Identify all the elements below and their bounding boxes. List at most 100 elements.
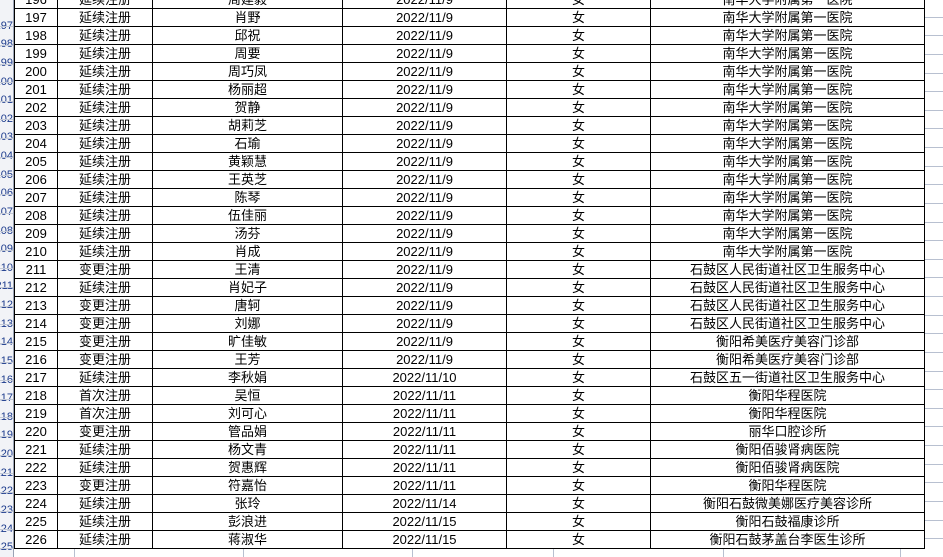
cell-registration-type[interactable]: 延续注册 [57,206,153,225]
table-row[interactable]: 209 延续注册 汤芬 2022/11/9 女南华大学附属第一医院 [14,224,925,243]
cell-person-name[interactable]: 周建毅 [152,0,343,9]
cell-person-name[interactable]: 肖成 [152,242,343,261]
cell-serial[interactable]: 213 [14,296,58,315]
cell-registration-date[interactable]: 2022/11/9 [342,0,507,9]
cell-institution[interactable]: 石鼓区人民街道社区卫生服务中心 [650,314,925,333]
row-header-gutter[interactable]: 1971981992002012022032042052062072082092… [0,0,14,557]
cell-registration-date[interactable]: 2022/11/9 [342,116,507,135]
cell-institution[interactable]: 衡阳佰骏肾病医院 [650,458,925,477]
cell-registration-date[interactable]: 2022/11/9 [342,332,507,351]
cell-registration-type[interactable]: 延续注册 [57,170,153,189]
cell-institution[interactable]: 石鼓区人民街道社区卫生服务中心 [650,296,925,315]
cell-person-name[interactable]: 唐轲 [152,296,343,315]
cell-institution[interactable]: 南华大学附属第一医院 [650,206,925,225]
cell-gender[interactable]: 女 [506,224,651,243]
cell-registration-date[interactable]: 2022/11/9 [342,26,507,45]
cell-serial[interactable]: 203 [14,116,58,135]
cell-person-name[interactable]: 石瑜 [152,134,343,153]
row-header-number[interactable]: 214 [0,333,13,351]
cell-registration-date[interactable]: 2022/11/9 [342,134,507,153]
table-row[interactable]: 219 首次注册 刘可心 2022/11/11 女衡阳华程医院 [14,404,925,423]
cell-registration-date[interactable]: 2022/11/9 [342,314,507,333]
cell-serial[interactable]: 196 [14,0,58,9]
table-row[interactable]: 216 变更注册 王芳 2022/11/9 女衡阳希美医疗美容门诊部 [14,350,925,369]
cell-registration-date[interactable]: 2022/11/11 [342,404,507,423]
cell-serial[interactable]: 223 [14,476,58,495]
cell-gender[interactable]: 女 [506,440,651,459]
row-header-number[interactable]: 200 [0,73,13,91]
cell-institution[interactable]: 衡阳华程医院 [650,386,925,405]
cell-institution[interactable]: 衡阳石鼓茅盖台李医生诊所 [650,530,925,549]
cell-person-name[interactable]: 肖野 [152,8,343,27]
row-header-number[interactable]: 213 [0,315,13,333]
cell-gender[interactable]: 女 [506,350,651,369]
cell-gender[interactable]: 女 [506,368,651,387]
row-header-number[interactable]: 206 [0,184,13,202]
row-header-number[interactable]: 212 [0,296,13,314]
cell-institution[interactable]: 南华大学附属第一医院 [650,26,925,45]
cell-serial[interactable]: 208 [14,206,58,225]
cell-gender[interactable]: 女 [506,80,651,99]
cell-institution[interactable]: 石鼓区人民街道社区卫生服务中心 [650,278,925,297]
row-header-number[interactable]: 202 [0,110,13,128]
cell-registration-type[interactable]: 延续注册 [57,278,153,297]
cell-gender[interactable]: 女 [506,0,651,9]
cell-gender[interactable]: 女 [506,116,651,135]
cell-person-name[interactable]: 肖妃子 [152,278,343,297]
cell-person-name[interactable]: 伍佳丽 [152,206,343,225]
table-row[interactable]: 201 延续注册 杨丽超 2022/11/9 女南华大学附属第一医院 [14,80,925,99]
cell-registration-type[interactable]: 延续注册 [57,8,153,27]
row-header-number[interactable]: 220 [0,445,13,463]
row-header-number[interactable]: 219 [0,426,13,444]
cell-registration-type[interactable]: 延续注册 [57,224,153,243]
cell-serial[interactable]: 217 [14,368,58,387]
table-row[interactable]: 224 延续注册 张玲 2022/11/14 女衡阳石鼓微美娜医疗美容诊所 [14,494,925,513]
cell-serial[interactable]: 215 [14,332,58,351]
cell-person-name[interactable]: 汤芬 [152,224,343,243]
cell-serial[interactable]: 225 [14,512,58,531]
cell-registration-type[interactable]: 延续注册 [57,26,153,45]
cell-serial[interactable]: 198 [14,26,58,45]
cell-serial[interactable]: 212 [14,278,58,297]
cell-person-name[interactable]: 邱祝 [152,26,343,45]
cell-registration-date[interactable]: 2022/11/9 [342,206,507,225]
row-header-number[interactable]: 208 [0,222,13,240]
cell-registration-date[interactable]: 2022/11/11 [342,386,507,405]
table-row[interactable]: 207 延续注册 陈琴 2022/11/9 女南华大学附属第一医院 [14,188,925,207]
cell-registration-type[interactable]: 延续注册 [57,242,153,261]
cell-institution[interactable]: 衡阳华程医院 [650,404,925,423]
cell-person-name[interactable]: 周巧凤 [152,62,343,81]
table-row[interactable]: 197 延续注册 肖野 2022/11/9 女南华大学附属第一医院 [14,8,925,27]
cell-gender[interactable]: 女 [506,332,651,351]
cell-serial[interactable]: 220 [14,422,58,441]
cell-registration-type[interactable]: 延续注册 [57,44,153,63]
row-header-number[interactable]: 198 [0,35,13,53]
cell-institution[interactable]: 南华大学附属第一医院 [650,170,925,189]
table-row[interactable]: 206 延续注册 王英芝 2022/11/9 女南华大学附属第一医院 [14,170,925,189]
table-row[interactable]: 222 延续注册 贺惠辉 2022/11/11 女衡阳佰骏肾病医院 [14,458,925,477]
cell-serial[interactable]: 214 [14,314,58,333]
cell-registration-date[interactable]: 2022/11/9 [342,260,507,279]
cell-serial[interactable]: 211 [14,260,58,279]
cell-registration-date[interactable]: 2022/11/9 [342,278,507,297]
cell-registration-type[interactable]: 延续注册 [57,368,153,387]
table-row[interactable]: 223 变更注册 符嘉怡 2022/11/11 女衡阳华程医院 [14,476,925,495]
cell-registration-date[interactable]: 2022/11/9 [342,62,507,81]
cell-gender[interactable]: 女 [506,242,651,261]
cell-person-name[interactable]: 张玲 [152,494,343,513]
row-header-number[interactable]: 205 [0,166,13,184]
table-row[interactable]: 220 变更注册 管品娟 2022/11/11 女丽华口腔诊所 [14,422,925,441]
cell-institution[interactable]: 南华大学附属第一医院 [650,152,925,171]
cell-gender[interactable]: 女 [506,314,651,333]
table-row[interactable]: 217 延续注册 李秋娟 2022/11/10 女石鼓区五一街道社区卫生服务中心 [14,368,925,387]
cell-gender[interactable]: 女 [506,494,651,513]
cell-person-name[interactable]: 符嘉怡 [152,476,343,495]
cell-serial[interactable]: 204 [14,134,58,153]
cell-registration-date[interactable]: 2022/11/9 [342,152,507,171]
row-header-number[interactable]: 221 [0,464,13,482]
cell-person-name[interactable]: 王清 [152,260,343,279]
cell-gender[interactable]: 女 [506,188,651,207]
cell-serial[interactable]: 210 [14,242,58,261]
cell-registration-date[interactable]: 2022/11/11 [342,440,507,459]
cell-institution[interactable]: 衡阳石鼓微美娜医疗美容诊所 [650,494,925,513]
